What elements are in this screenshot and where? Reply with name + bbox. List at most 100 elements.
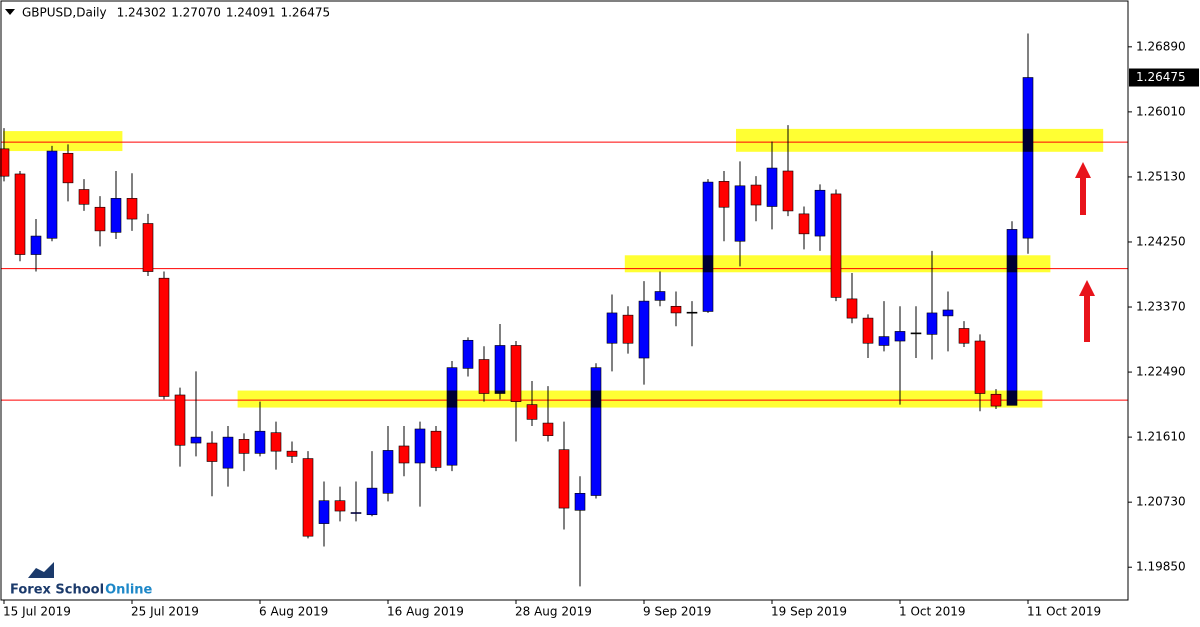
candle-body bbox=[30, 235, 42, 255]
y-tick-label: 1.21610 bbox=[1136, 430, 1186, 444]
candle-body bbox=[638, 300, 650, 359]
candle-body bbox=[558, 449, 570, 509]
current-price-label: 1.26475 bbox=[1136, 70, 1186, 84]
candle-body bbox=[686, 311, 698, 314]
candle-body bbox=[910, 332, 922, 335]
x-tick-label: 11 Oct 2019 bbox=[1027, 605, 1101, 619]
header-high: 1.27070 bbox=[171, 6, 221, 20]
current-price-box bbox=[1129, 68, 1199, 87]
candle-body bbox=[654, 291, 666, 301]
candle-body bbox=[766, 167, 778, 207]
candle-body bbox=[350, 512, 362, 514]
candle-body bbox=[158, 277, 170, 397]
candle-body bbox=[942, 309, 954, 317]
candle-body bbox=[126, 198, 138, 220]
candle-body bbox=[590, 367, 602, 496]
candle-body bbox=[206, 442, 218, 462]
logo-brand: Forex School bbox=[10, 583, 104, 598]
candle-body bbox=[62, 152, 74, 184]
candle-body bbox=[78, 189, 90, 205]
candle-body bbox=[718, 181, 730, 208]
menu-triangle[interactable] bbox=[5, 9, 15, 15]
candle-body bbox=[574, 492, 586, 511]
candle-body bbox=[846, 298, 858, 319]
candle-body bbox=[798, 213, 810, 235]
x-tick-label: 19 Sep 2019 bbox=[771, 605, 847, 619]
candle-body bbox=[270, 432, 282, 452]
candle-body bbox=[926, 312, 938, 335]
candle-body bbox=[318, 500, 330, 524]
y-tick-label: 1.23370 bbox=[1136, 300, 1186, 314]
candle-body bbox=[782, 170, 794, 212]
candle-body bbox=[430, 430, 442, 468]
x-tick-label: 6 Aug 2019 bbox=[259, 605, 328, 619]
candle-body bbox=[894, 331, 906, 342]
zone bbox=[3, 131, 123, 152]
x-tick-label: 1 Oct 2019 bbox=[899, 605, 966, 619]
candle-body bbox=[462, 339, 474, 369]
plot-frame bbox=[0, 0, 1129, 601]
candle-body bbox=[14, 173, 26, 255]
candle-body bbox=[878, 336, 890, 346]
logo-accent: Online bbox=[105, 583, 152, 598]
y-tick-label: 1.19850 bbox=[1136, 560, 1186, 574]
candle-body bbox=[238, 439, 250, 454]
candle-body bbox=[446, 367, 458, 466]
candle-body bbox=[702, 181, 714, 312]
candle-body bbox=[398, 445, 410, 464]
symbol-title: GBPUSD,Daily bbox=[22, 6, 107, 20]
candle-body bbox=[1022, 77, 1034, 239]
candle-body bbox=[286, 450, 298, 457]
x-tick-label: 25 Jul 2019 bbox=[131, 605, 199, 619]
candle-body bbox=[46, 150, 58, 239]
x-tick-label: 9 Sep 2019 bbox=[643, 605, 711, 619]
logo: Forex School Online bbox=[10, 562, 153, 598]
header-close: 1.26475 bbox=[280, 6, 330, 20]
candle-body bbox=[190, 436, 202, 444]
candle-body bbox=[830, 193, 842, 298]
x-tick-label: 16 Aug 2019 bbox=[387, 605, 464, 619]
plot-area bbox=[0, 33, 1128, 587]
candle-body bbox=[94, 206, 106, 232]
candle-body bbox=[382, 450, 394, 494]
candle-body bbox=[110, 198, 122, 233]
candle-body bbox=[478, 359, 490, 394]
zone bbox=[624, 255, 1051, 273]
zone bbox=[237, 390, 1043, 408]
y-tick-label: 1.26010 bbox=[1136, 104, 1186, 118]
y-tick-label: 1.26890 bbox=[1136, 39, 1186, 53]
arrow-up bbox=[1079, 280, 1095, 342]
x-tick-label: 15 Jul 2019 bbox=[3, 605, 71, 619]
candle-body bbox=[750, 184, 762, 206]
header-open: 1.24302 bbox=[117, 6, 167, 20]
zone bbox=[736, 128, 1104, 152]
candle-body bbox=[366, 487, 378, 516]
y-tick-label: 1.20730 bbox=[1136, 495, 1186, 509]
candle-body bbox=[142, 223, 154, 272]
arrow-up bbox=[1075, 162, 1091, 215]
candle-body bbox=[734, 185, 746, 242]
candle-body bbox=[974, 340, 986, 394]
y-tick-label: 1.22490 bbox=[1136, 365, 1186, 379]
y-tick-label: 1.25130 bbox=[1136, 169, 1186, 183]
candle-body bbox=[414, 428, 426, 464]
candle-body bbox=[542, 422, 554, 436]
candle-body bbox=[174, 394, 186, 446]
header-low: 1.24091 bbox=[226, 6, 276, 20]
candle-body bbox=[254, 430, 266, 454]
candle-body bbox=[958, 328, 970, 344]
candle-body bbox=[670, 305, 682, 314]
candle-body bbox=[334, 500, 346, 512]
y-tick-label: 1.24250 bbox=[1136, 234, 1186, 248]
candle-body bbox=[494, 345, 506, 394]
logo-icon bbox=[28, 562, 54, 578]
x-tick-label: 28 Aug 2019 bbox=[515, 605, 592, 619]
candle-body bbox=[222, 436, 234, 469]
candle-body bbox=[862, 317, 874, 344]
candle-body bbox=[302, 458, 314, 537]
candle-body bbox=[622, 314, 634, 344]
candle-body bbox=[814, 189, 826, 237]
candle-body bbox=[606, 312, 618, 344]
